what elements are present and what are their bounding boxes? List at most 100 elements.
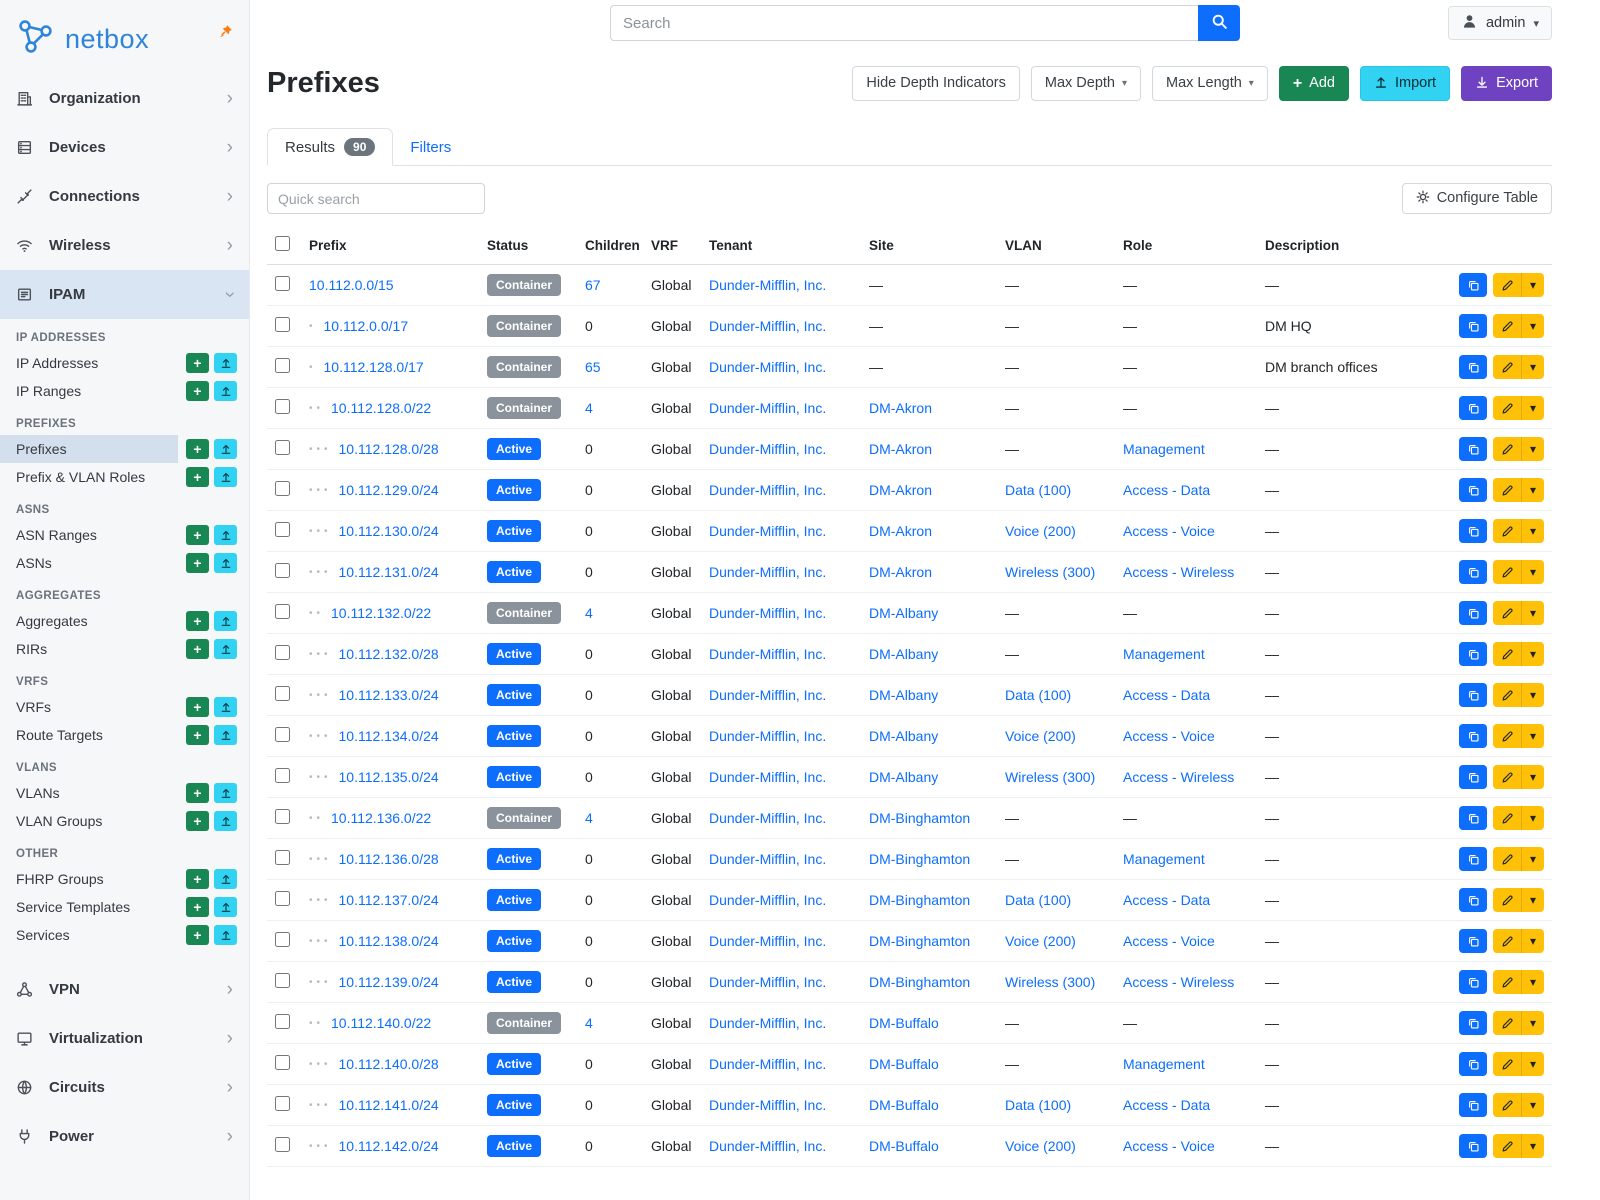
tenant-link[interactable]: Dunder-Mifflin, Inc.: [709, 974, 827, 990]
copy-button[interactable]: [1459, 806, 1487, 830]
prefix-link[interactable]: 10.112.136.0/22: [331, 810, 432, 826]
edit-button[interactable]: [1493, 355, 1521, 379]
row-checkbox[interactable]: [275, 809, 290, 824]
site-link[interactable]: DM-Buffalo: [869, 1097, 939, 1113]
copy-button[interactable]: [1459, 1093, 1487, 1117]
edit-button[interactable]: [1493, 888, 1521, 912]
max-length-dropdown[interactable]: Max Length ▾: [1152, 66, 1268, 101]
tenant-link[interactable]: Dunder-Mifflin, Inc.: [709, 1138, 827, 1154]
site-link[interactable]: DM-Binghamton: [869, 933, 971, 949]
add-ip-addresses-button[interactable]: +: [186, 353, 209, 373]
prefix-link[interactable]: 10.112.142.0/24: [338, 1138, 439, 1154]
tenant-link[interactable]: Dunder-Mifflin, Inc.: [709, 1015, 827, 1031]
import-service-templates-button[interactable]: [214, 897, 237, 917]
sidebar-item-vlan-groups[interactable]: VLAN Groups +: [0, 807, 249, 835]
site-link[interactable]: DM-Binghamton: [869, 892, 971, 908]
import-ip-ranges-button[interactable]: [214, 381, 237, 401]
role-link[interactable]: Management: [1123, 646, 1205, 662]
vlan-link[interactable]: Voice (200): [1005, 1138, 1076, 1154]
edit-button[interactable]: [1493, 1052, 1521, 1076]
add-asns-button[interactable]: +: [186, 553, 209, 573]
import-prefixes-button[interactable]: [214, 439, 237, 459]
prefix-link[interactable]: 10.112.139.0/24: [338, 974, 439, 990]
edit-button[interactable]: [1493, 683, 1521, 707]
sidebar-item-rirs[interactable]: RIRs +: [0, 635, 249, 663]
role-link[interactable]: Access - Data: [1123, 687, 1211, 703]
children-count-link[interactable]: 4: [585, 810, 593, 826]
tab-filters[interactable]: Filters: [410, 139, 452, 156]
prefix-link[interactable]: 10.112.135.0/24: [338, 769, 439, 785]
vlan-link[interactable]: Voice (200): [1005, 933, 1076, 949]
prefix-link[interactable]: 10.112.136.0/28: [338, 851, 439, 867]
site-link[interactable]: DM-Akron: [869, 564, 933, 580]
edit-button[interactable]: [1493, 765, 1521, 789]
tenant-link[interactable]: Dunder-Mifflin, Inc.: [709, 687, 827, 703]
edit-button[interactable]: [1493, 806, 1521, 830]
add-button[interactable]: + Add: [1278, 66, 1349, 101]
sidebar-item-organization[interactable]: Organization ›: [0, 74, 249, 123]
tenant-link[interactable]: Dunder-Mifflin, Inc.: [709, 523, 827, 539]
add-ip-ranges-button[interactable]: +: [186, 381, 209, 401]
role-link[interactable]: Access - Wireless: [1123, 974, 1235, 990]
tenant-link[interactable]: Dunder-Mifflin, Inc.: [709, 318, 827, 334]
column-header-tenant[interactable]: Tenant: [701, 224, 861, 265]
row-checkbox[interactable]: [275, 481, 290, 496]
site-link[interactable]: DM-Akron: [869, 523, 933, 539]
edit-button[interactable]: [1493, 642, 1521, 666]
row-checkbox[interactable]: [275, 317, 290, 332]
edit-dropdown-button[interactable]: ▾: [1521, 437, 1544, 461]
row-checkbox[interactable]: [275, 1096, 290, 1111]
tenant-link[interactable]: Dunder-Mifflin, Inc.: [709, 769, 827, 785]
sidebar-item-power[interactable]: Power ›: [0, 1112, 249, 1161]
site-link[interactable]: DM-Albany: [869, 605, 939, 621]
edit-button[interactable]: [1493, 519, 1521, 543]
row-checkbox[interactable]: [275, 645, 290, 660]
copy-button[interactable]: [1459, 1011, 1487, 1035]
copy-button[interactable]: [1459, 1134, 1487, 1158]
children-count-link[interactable]: 65: [585, 359, 601, 375]
column-header-site[interactable]: Site: [861, 224, 997, 265]
edit-dropdown-button[interactable]: ▾: [1521, 683, 1544, 707]
sidebar-item-connections[interactable]: Connections ›: [0, 172, 249, 221]
sidebar-item-ip-addresses[interactable]: IP Addresses +: [0, 349, 249, 377]
row-checkbox[interactable]: [275, 604, 290, 619]
sidebar-item-ip-ranges[interactable]: IP Ranges +: [0, 377, 249, 405]
children-count-link[interactable]: 4: [585, 400, 593, 416]
prefix-link[interactable]: 10.112.0.0/15: [309, 277, 394, 293]
prefix-link[interactable]: 10.112.140.0/22: [331, 1015, 432, 1031]
sidebar-item-circuits[interactable]: Circuits ›: [0, 1063, 249, 1112]
copy-button[interactable]: [1459, 396, 1487, 420]
sidebar-item-services[interactable]: Services +: [0, 921, 249, 949]
add-aggregates-button[interactable]: +: [186, 611, 209, 631]
import-button[interactable]: Import: [1359, 66, 1451, 101]
tenant-link[interactable]: Dunder-Mifflin, Inc.: [709, 892, 827, 908]
copy-button[interactable]: [1459, 478, 1487, 502]
edit-button[interactable]: [1493, 1011, 1521, 1035]
row-checkbox[interactable]: [275, 1055, 290, 1070]
tab-results[interactable]: Results 90: [267, 128, 394, 166]
sidebar-item-virtualization[interactable]: Virtualization ›: [0, 1014, 249, 1063]
copy-button[interactable]: [1459, 642, 1487, 666]
copy-button[interactable]: [1459, 437, 1487, 461]
row-checkbox[interactable]: [275, 891, 290, 906]
add-route-targets-button[interactable]: +: [186, 725, 209, 745]
edit-button[interactable]: [1493, 437, 1521, 461]
row-checkbox[interactable]: [275, 850, 290, 865]
copy-button[interactable]: [1459, 929, 1487, 953]
row-checkbox[interactable]: [275, 276, 290, 291]
sidebar-item-fhrp-groups[interactable]: FHRP Groups +: [0, 865, 249, 893]
search-input[interactable]: [610, 5, 1198, 41]
sidebar-item-devices[interactable]: Devices ›: [0, 123, 249, 172]
add-vlans-button[interactable]: +: [186, 783, 209, 803]
edit-dropdown-button[interactable]: ▾: [1521, 642, 1544, 666]
vlan-link[interactable]: Data (100): [1005, 687, 1072, 703]
column-header-description[interactable]: Description: [1257, 224, 1448, 265]
import-rirs-button[interactable]: [214, 639, 237, 659]
pin-icon[interactable]: [218, 24, 233, 39]
import-fhrp-groups-button[interactable]: [214, 869, 237, 889]
edit-dropdown-button[interactable]: ▾: [1521, 847, 1544, 871]
site-link[interactable]: DM-Binghamton: [869, 851, 971, 867]
configure-table-button[interactable]: Configure Table: [1401, 183, 1552, 214]
column-header-role[interactable]: Role: [1115, 224, 1257, 265]
add-prefixes-button[interactable]: +: [186, 439, 209, 459]
